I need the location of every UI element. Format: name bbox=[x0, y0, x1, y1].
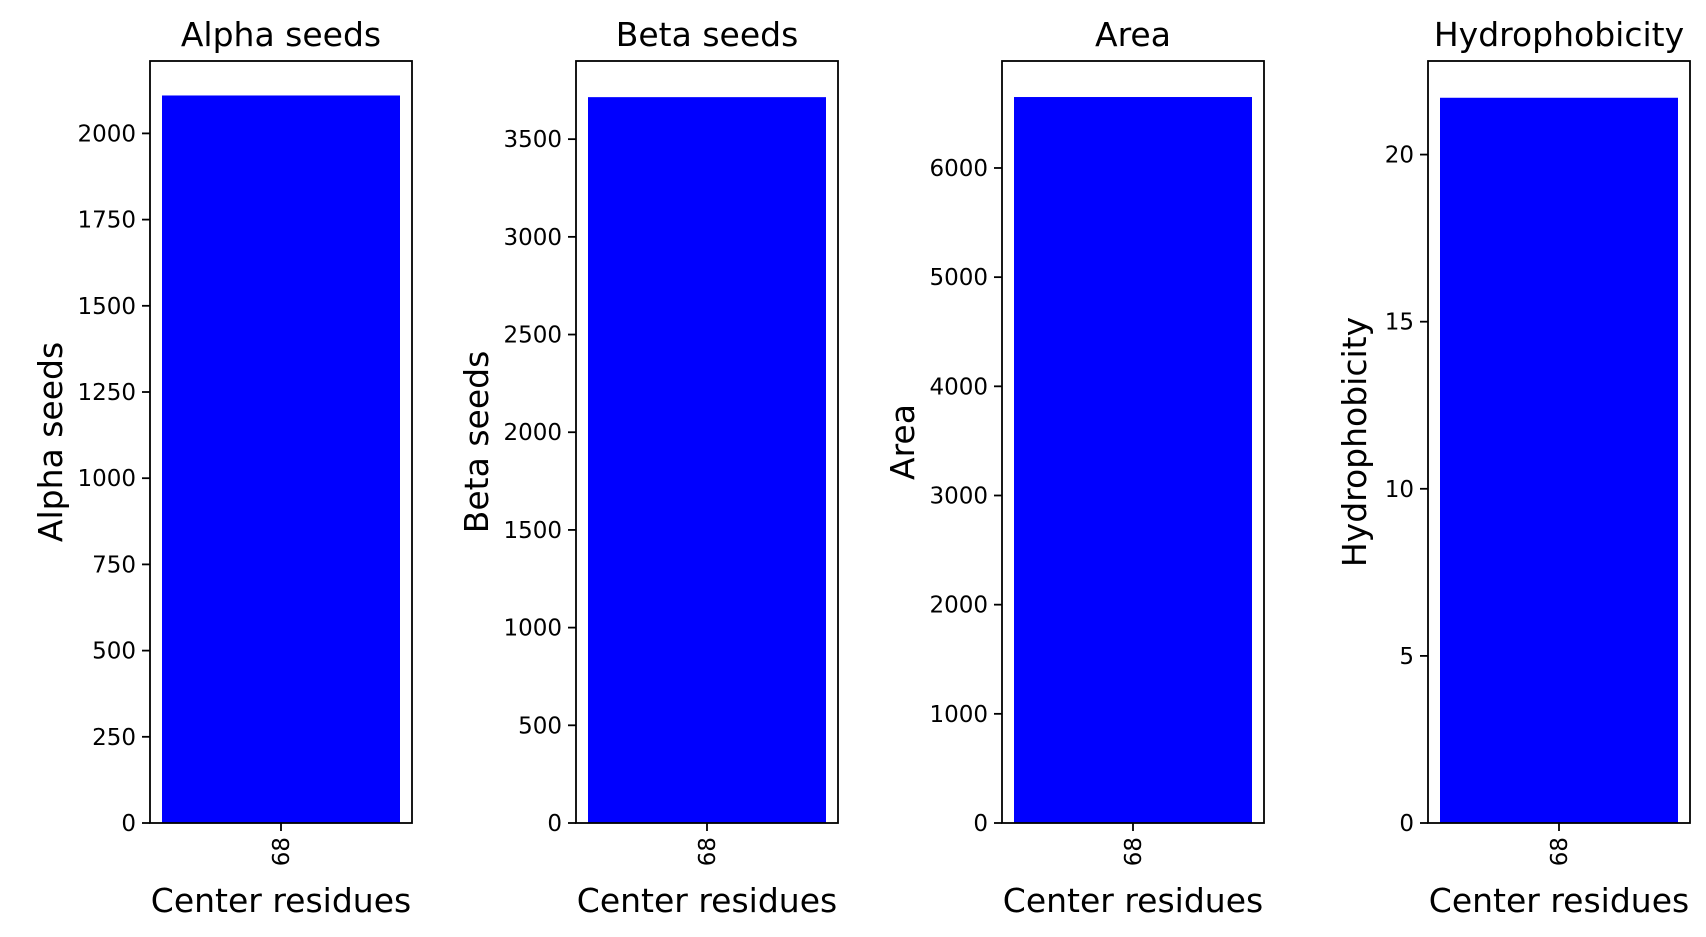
subplot-beta-seeds: Beta seeds Beta seeds Center residues 0 5… bbox=[457, 15, 839, 920]
chart-title: Hydrophobicity bbox=[1434, 15, 1684, 54]
bar-68 bbox=[588, 97, 826, 823]
y-axis-label: Beta seeds bbox=[457, 351, 496, 534]
y-tick-label: 3000 bbox=[503, 225, 562, 251]
x-axis-ticks: 68 bbox=[1547, 823, 1573, 866]
y-tick-label: 2500 bbox=[503, 323, 562, 349]
x-axis-label: Center residues bbox=[1429, 881, 1689, 920]
x-axis-ticks: 68 bbox=[695, 823, 721, 866]
x-axis-label: Center residues bbox=[1003, 881, 1263, 920]
y-tick-label: 1000 bbox=[503, 616, 562, 642]
subplot-alpha-seeds: Alpha seeds Alpha seeds Center residues … bbox=[31, 15, 413, 920]
y-tick-label: 10 bbox=[1385, 477, 1414, 503]
y-tick-label: 5000 bbox=[929, 265, 988, 291]
bar-68 bbox=[1440, 97, 1678, 823]
plot-frame bbox=[1001, 60, 1265, 824]
plot-frame bbox=[575, 60, 839, 824]
chart-title: Area bbox=[1095, 15, 1171, 54]
bar-68 bbox=[162, 95, 400, 824]
y-tick-label: 500 bbox=[92, 639, 136, 665]
y-tick-label: 0 bbox=[1399, 811, 1414, 837]
y-tick-label: 4000 bbox=[929, 374, 988, 400]
x-tick-label: 68 bbox=[269, 837, 295, 866]
y-tick-label: 500 bbox=[518, 713, 562, 739]
y-tick-label: 3500 bbox=[503, 127, 562, 153]
y-axis-ticks: 0 250 500 750 1000 1250 1500 1750 2000 bbox=[77, 121, 150, 837]
x-axis-ticks: 68 bbox=[1121, 823, 1147, 866]
y-tick-label: 15 bbox=[1385, 310, 1414, 336]
x-tick-label: 68 bbox=[695, 837, 721, 866]
chart-title: Beta seeds bbox=[616, 15, 799, 54]
y-tick-label: 0 bbox=[121, 811, 136, 837]
y-tick-label: 20 bbox=[1385, 143, 1414, 169]
subplot-hydrophobicity: Hydrophobicity Hydrophobicity Center res… bbox=[1335, 15, 1691, 920]
x-axis-ticks: 68 bbox=[269, 823, 295, 866]
x-axis-label: Center residues bbox=[577, 881, 837, 920]
x-tick-label: 68 bbox=[1121, 837, 1147, 866]
y-tick-label: 3000 bbox=[929, 483, 988, 509]
y-tick-label: 0 bbox=[973, 811, 988, 837]
y-tick-label: 1500 bbox=[503, 518, 562, 544]
y-axis-label: Alpha seeds bbox=[31, 342, 70, 542]
bar-68 bbox=[1014, 97, 1252, 824]
bar-group bbox=[162, 95, 400, 824]
bar-group bbox=[1440, 97, 1678, 823]
subplot-area: Area Area Center residues 0 1000 2000 3000 4… bbox=[883, 15, 1265, 920]
y-axis-label: Hydrophobicity bbox=[1335, 317, 1374, 567]
y-tick-label: 2000 bbox=[77, 121, 136, 147]
y-axis-ticks: 0 500 1000 1500 2000 2500 3000 3500 bbox=[503, 127, 576, 837]
y-tick-label: 750 bbox=[92, 552, 136, 578]
y-tick-label: 2000 bbox=[929, 593, 988, 619]
y-tick-label: 1000 bbox=[929, 702, 988, 728]
y-tick-label: 1500 bbox=[77, 294, 136, 320]
x-tick-label: 68 bbox=[1547, 837, 1573, 866]
y-axis-ticks: 0 1000 2000 3000 4000 5000 6000 bbox=[929, 156, 1002, 837]
plot-frame bbox=[149, 60, 413, 824]
plot-frame bbox=[1427, 60, 1691, 824]
bar-group bbox=[588, 97, 826, 823]
y-tick-label: 1250 bbox=[77, 380, 136, 406]
y-axis-label: Area bbox=[883, 404, 922, 480]
y-tick-label: 5 bbox=[1399, 644, 1414, 670]
x-axis-label: Center residues bbox=[151, 881, 411, 920]
y-tick-label: 250 bbox=[92, 725, 136, 751]
y-tick-label: 2000 bbox=[503, 420, 562, 446]
bar-group bbox=[1014, 97, 1252, 824]
y-axis-ticks: 0 5 10 15 20 bbox=[1385, 143, 1428, 837]
y-tick-label: 0 bbox=[547, 811, 562, 837]
y-tick-label: 1750 bbox=[77, 208, 136, 234]
y-tick-label: 6000 bbox=[929, 156, 988, 182]
y-tick-label: 1000 bbox=[77, 466, 136, 492]
chart-title: Alpha seeds bbox=[181, 15, 381, 54]
